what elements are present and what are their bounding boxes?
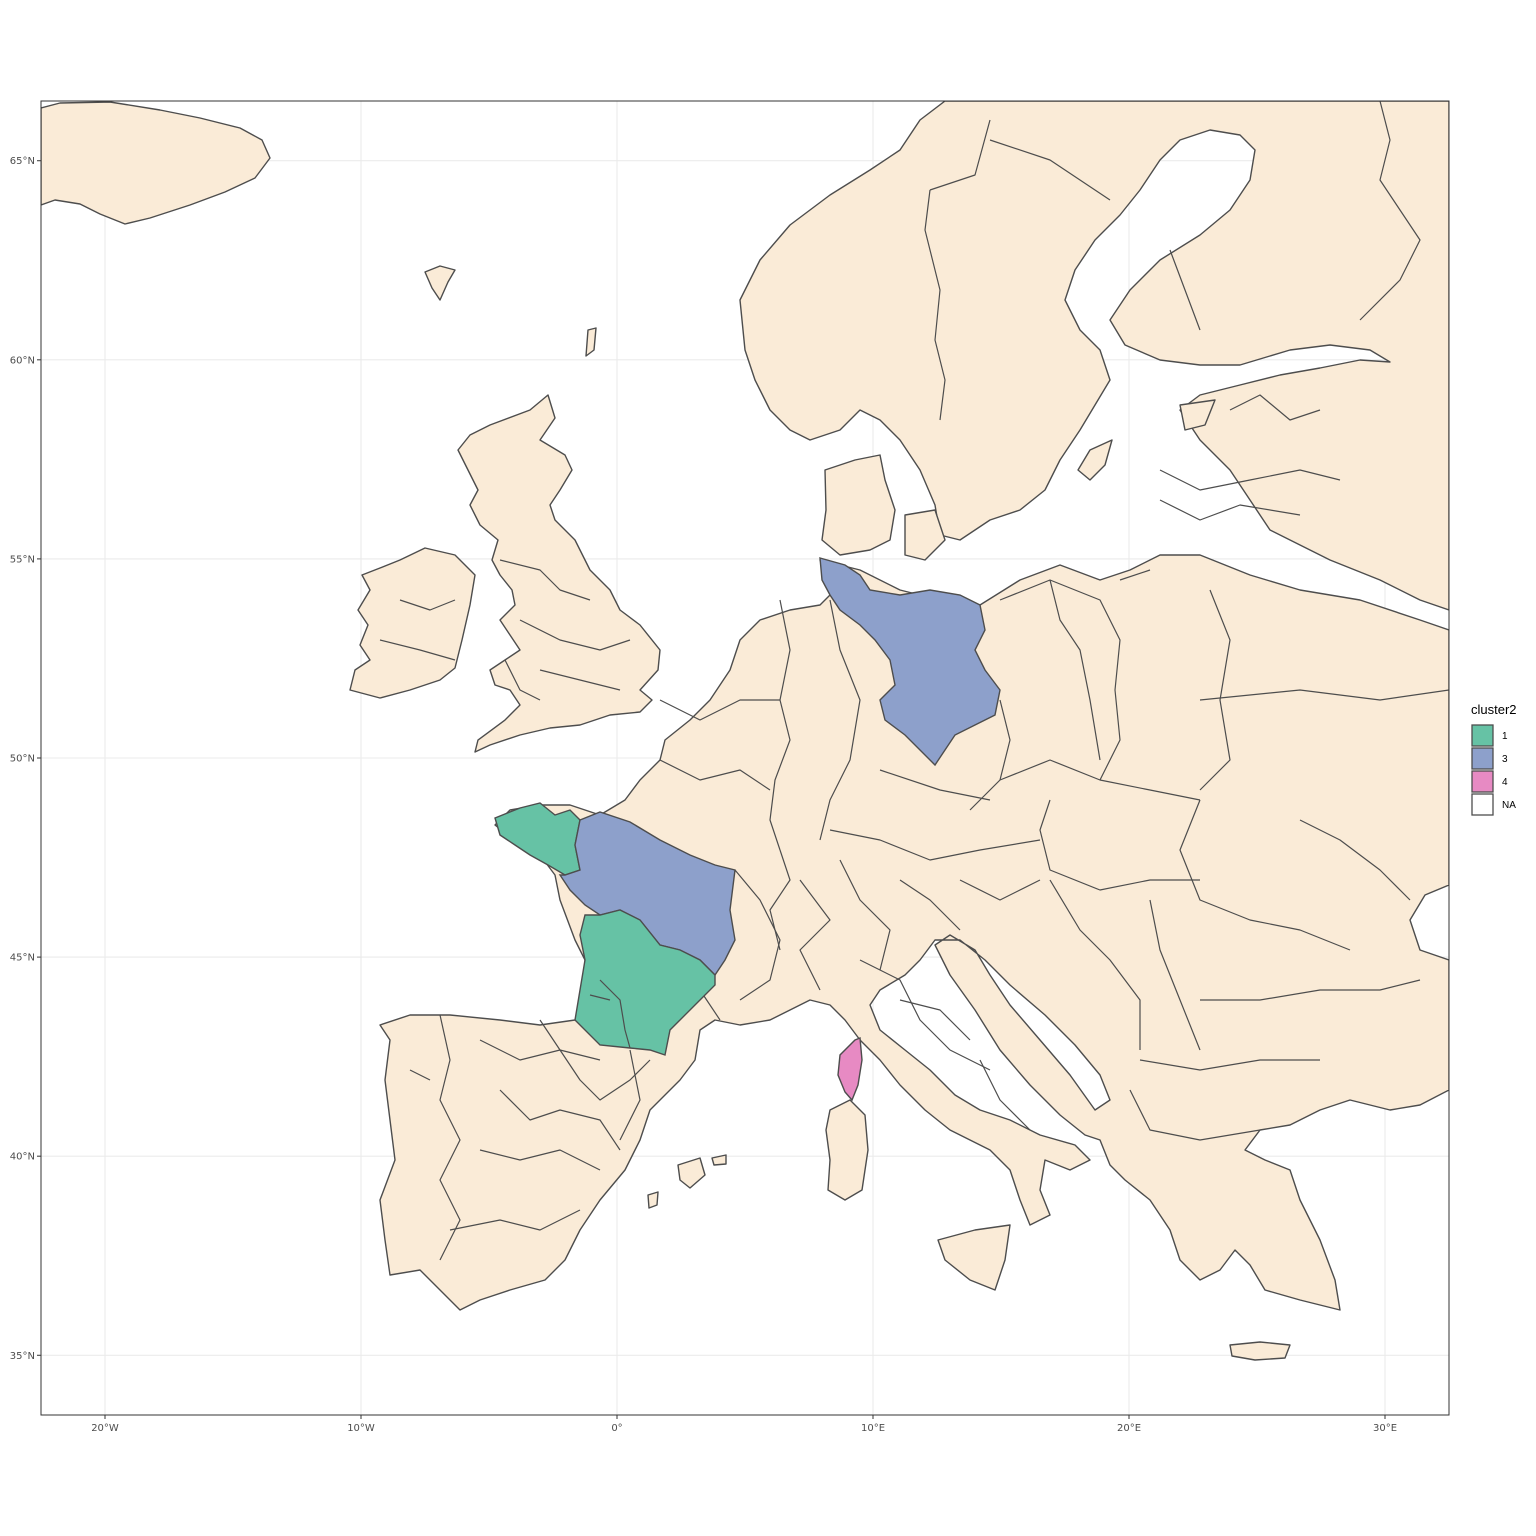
legend-label: 1 <box>1502 731 1508 742</box>
y-tick-label: 55°N <box>10 554 35 565</box>
x-axis: 20°W 10°W 0° 10°E 20°E 30°E <box>91 1415 1397 1434</box>
menorca-island <box>711 1154 727 1166</box>
sicily-island <box>937 1224 1011 1291</box>
iceland-land <box>41 101 271 225</box>
ibiza-island <box>647 1191 659 1209</box>
ireland-land <box>349 547 476 699</box>
continental-europe-land <box>379 554 1449 1311</box>
y-tick-label: 40°N <box>10 1152 35 1163</box>
legend-title: cluster2 <box>1471 702 1517 717</box>
land-layer <box>41 101 1449 1361</box>
x-tick-label: 20°W <box>91 1423 119 1434</box>
legend-label: 4 <box>1502 777 1508 788</box>
great-britain-land <box>457 394 661 753</box>
x-tick-label: 20°E <box>1117 1423 1141 1434</box>
legend-key-na <box>1471 793 1494 816</box>
legend: cluster2 1 3 4 NA <box>1471 702 1517 816</box>
legend-label: 3 <box>1502 754 1508 765</box>
mallorca-island <box>677 1157 706 1189</box>
legend-label: NA <box>1502 800 1516 811</box>
x-tick-label: 30°E <box>1373 1423 1397 1434</box>
cluster-regions <box>494 557 1001 1102</box>
gotland-island <box>1077 439 1113 481</box>
y-tick-label: 50°N <box>10 754 35 765</box>
faroe-islands <box>424 265 456 301</box>
region-borders <box>379 101 1449 1261</box>
crete-island <box>1229 1341 1291 1361</box>
x-tick-label: 10°E <box>861 1423 885 1434</box>
denmark-land <box>821 454 896 556</box>
region-northeast-germany-cluster-3 <box>819 557 1001 767</box>
zealand-island <box>904 509 946 561</box>
region-aquitaine-cluster-1 <box>574 909 716 1056</box>
y-tick-label: 45°N <box>10 953 35 964</box>
y-axis: 35°N 40°N 45°N 50°N 55°N 60°N 65°N <box>10 156 41 1362</box>
y-tick-label: 60°N <box>10 355 35 366</box>
region-corsica-cluster-4 <box>837 1037 863 1102</box>
y-tick-label: 35°N <box>10 1351 35 1362</box>
x-tick-label: 10°W <box>347 1423 375 1434</box>
legend-key-3 <box>1471 747 1494 770</box>
legend-key-1 <box>1471 724 1494 747</box>
estonia-islands <box>1179 399 1216 431</box>
legend-key-4 <box>1471 770 1494 793</box>
y-tick-label: 65°N <box>10 156 35 167</box>
shetland-islands <box>585 327 597 357</box>
x-tick-label: 0° <box>611 1423 622 1434</box>
sardinia-island <box>825 1099 869 1201</box>
